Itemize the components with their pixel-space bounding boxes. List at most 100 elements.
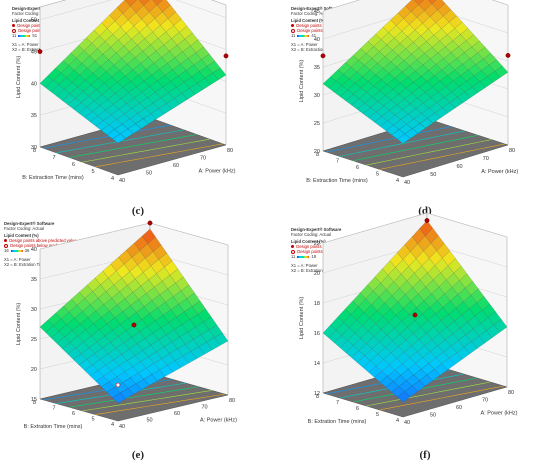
range-max: 41 bbox=[311, 33, 317, 39]
surface-cell bbox=[214, 332, 229, 346]
surface-cell bbox=[428, 0, 437, 5]
surface-plot-d: Design-Expert® Software Factor Coding: A… bbox=[275, 0, 550, 233]
x-tick-label: 80 bbox=[508, 390, 514, 396]
z-tick-label: 35 bbox=[31, 277, 37, 283]
x-axis-title: A: Power (kHz) bbox=[199, 169, 236, 175]
z-tick-label: 16 bbox=[314, 331, 320, 337]
below-point-marker-icon bbox=[12, 28, 17, 34]
floor-contour-line bbox=[366, 381, 491, 407]
z-tick-label: 45 bbox=[314, 9, 320, 15]
y-tick-label: 8 bbox=[33, 400, 36, 406]
y-tick-label: 7 bbox=[336, 159, 339, 165]
z-tick-label: 50 bbox=[31, 18, 37, 24]
y-tick-label: 7 bbox=[52, 406, 55, 412]
z-tick-label: 20 bbox=[31, 367, 37, 373]
response-surface bbox=[322, 0, 509, 144]
x-tick-label: 70 bbox=[483, 156, 489, 162]
z-tick-label: 35 bbox=[314, 65, 320, 71]
x-tick-label: 40 bbox=[404, 420, 410, 426]
z-tick-label: 30 bbox=[31, 307, 37, 313]
wall-grid-line bbox=[39, 0, 227, 20]
floor-contour-line bbox=[69, 134, 197, 158]
x-tick-label: 60 bbox=[456, 405, 462, 411]
design-points bbox=[412, 218, 430, 318]
z-tick-label: 22 bbox=[314, 241, 320, 247]
x-tick-label: 80 bbox=[227, 148, 233, 154]
design-point-above bbox=[147, 220, 153, 226]
x-tick-label: 70 bbox=[482, 398, 488, 404]
x-tick-label: 60 bbox=[456, 164, 462, 170]
surface-svg-f: 40 50 60 70 80 4 5 6 7 812 14 16 18 20 22 A: Power (kHz… bbox=[299, 212, 518, 426]
response-surface bbox=[39, 228, 229, 404]
y-axis-title: B: Extraction Time (mins) bbox=[306, 178, 368, 184]
x-tick-label: 80 bbox=[509, 148, 515, 154]
floor-contour-line bbox=[82, 390, 212, 412]
y-tick-label: 6 bbox=[356, 165, 359, 171]
surface-cell bbox=[494, 65, 509, 78]
design-points bbox=[37, 49, 229, 59]
z-tick-label: 40 bbox=[31, 247, 37, 253]
surface-svg-e: 40 50 60 70 80 4 5 6 7 815 20 25 30 35 40 A: Power (kHz… bbox=[16, 220, 237, 430]
y-tick-label: 8 bbox=[316, 394, 319, 400]
x-axis-title: A: Power (kHz) bbox=[481, 411, 518, 417]
floor-contour-line bbox=[95, 393, 225, 415]
z-tick-label: 30 bbox=[314, 93, 320, 99]
x1-label: X1 = A: Power bbox=[12, 41, 39, 47]
z-tick-label: 14 bbox=[314, 361, 320, 367]
y-tick-label: 8 bbox=[33, 148, 36, 154]
response-title: Lipid Content (%) bbox=[4, 233, 39, 239]
design-point-above bbox=[223, 53, 229, 59]
response-title: Lipid Content (%) bbox=[12, 18, 47, 24]
x-axis-title: A: Power (kHz) bbox=[481, 169, 518, 175]
y-tick-label: 5 bbox=[91, 417, 94, 423]
z-tick-label: 25 bbox=[314, 121, 320, 127]
z-tick-label: 45 bbox=[31, 50, 37, 56]
x-tick-label: 60 bbox=[173, 163, 179, 169]
design-point-above bbox=[412, 312, 418, 318]
z-axis-title: Lipid Content (%) bbox=[16, 56, 22, 99]
y-tick-label: 8 bbox=[316, 152, 319, 158]
z-tick-label: 12 bbox=[314, 391, 320, 397]
x-tick-label: 40 bbox=[119, 424, 125, 430]
y-tick-label: 7 bbox=[336, 400, 339, 406]
caption-f: (f) bbox=[419, 449, 431, 461]
y-tick-label: 6 bbox=[72, 162, 75, 168]
range-max: 18 bbox=[311, 254, 317, 260]
z-tick-label: 15 bbox=[31, 397, 37, 403]
color-scale-bar bbox=[18, 34, 31, 38]
floor-contour-line bbox=[326, 126, 452, 153]
x1-label: X1 = A: Power bbox=[291, 262, 318, 268]
color-scale-bar bbox=[297, 34, 310, 38]
response-title: Lipid Content (%) bbox=[291, 239, 326, 245]
axes-labels: 40 50 60 70 80 4 5 6 7 812 14 16 18 20 22 A: Power (kHz… bbox=[299, 241, 518, 426]
design-point-above bbox=[424, 218, 430, 223]
z-tick-label: 18 bbox=[314, 301, 320, 307]
x2-label: X2 = B: Extraction Time bbox=[291, 46, 335, 52]
legend-above: Design points above predicted value bbox=[9, 238, 77, 244]
floor-contour-line bbox=[366, 139, 492, 166]
range-min: 11 bbox=[291, 254, 296, 260]
color-scale-bar bbox=[10, 249, 23, 253]
response-title: Lipid Content (%) bbox=[291, 18, 326, 24]
design-points bbox=[115, 220, 153, 388]
floor-contour-line bbox=[379, 143, 505, 170]
floor-contour-line bbox=[379, 385, 504, 411]
y-axis-title: B: Extraction Time (mins) bbox=[22, 175, 84, 181]
x2-label: X2 = B: Extration Time bbox=[291, 267, 333, 273]
response-surface bbox=[39, 0, 227, 144]
y-tick-label: 5 bbox=[376, 412, 379, 418]
wall-grid-line bbox=[322, 212, 508, 244]
design-point-above bbox=[37, 49, 43, 54]
x-tick-label: 50 bbox=[430, 172, 436, 178]
z-tick-label: 20 bbox=[314, 271, 320, 277]
caption-e: (e) bbox=[131, 449, 145, 461]
z-axis-title: Lipid Content (%) bbox=[16, 303, 22, 346]
z-tick-label: 40 bbox=[31, 81, 37, 87]
caption-c: (c) bbox=[131, 205, 145, 217]
z-axis-title: Lipid Content (%) bbox=[299, 60, 305, 103]
software-title: Design-Expert® Software bbox=[4, 221, 55, 226]
